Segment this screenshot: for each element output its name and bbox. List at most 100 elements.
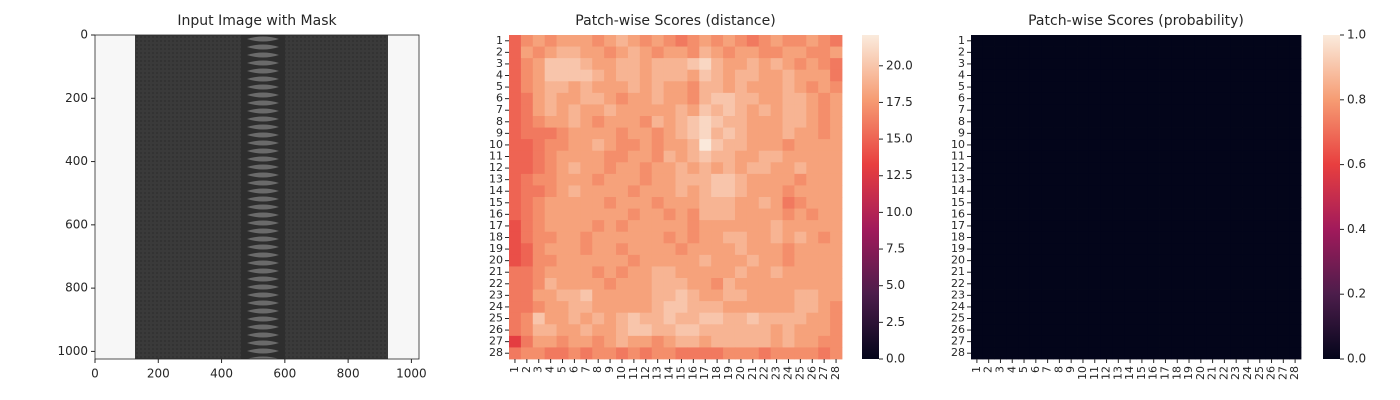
heatmap-cell xyxy=(1088,81,1102,94)
heatmap-cell xyxy=(723,69,736,82)
heatmap-cell xyxy=(663,35,676,47)
heatmap-cell xyxy=(1159,335,1172,348)
heatmap-cell xyxy=(1253,289,1267,302)
heatmap-cell xyxy=(1088,312,1102,325)
x-tick-label: 400 xyxy=(210,367,233,381)
heatmap-cell xyxy=(971,116,984,128)
heatmap-cell xyxy=(1242,46,1255,59)
heatmap-cell xyxy=(675,116,688,128)
heatmap-cell xyxy=(971,301,984,314)
heatmap-cell xyxy=(699,324,712,337)
x-tick-label: 19 xyxy=(1182,366,1195,380)
heatmap-cell xyxy=(627,301,641,314)
heatmap-cell xyxy=(1230,92,1243,105)
heatmap-cell xyxy=(1136,208,1149,221)
heatmap-cell xyxy=(971,208,984,221)
heatmap-cell xyxy=(509,35,522,47)
heatmap-cell xyxy=(1041,231,1054,244)
heatmap-cell xyxy=(758,92,772,105)
heatmap-cell xyxy=(1242,173,1255,186)
heatmap-cell xyxy=(1171,92,1184,105)
heatmap-cell xyxy=(746,35,760,47)
heatmap-cell xyxy=(1242,231,1255,244)
heatmap-cell xyxy=(532,208,546,221)
heatmap-cell xyxy=(639,243,653,256)
heatmap-cell xyxy=(782,35,795,47)
heatmap-cell xyxy=(758,278,772,290)
heatmap-cell xyxy=(1289,220,1302,233)
heatmap-cell xyxy=(651,104,665,117)
colorbar-tick-label: 5.0 xyxy=(886,278,905,292)
heatmap-cell xyxy=(1159,289,1172,302)
heatmap-cell xyxy=(971,197,984,209)
heatmap-cell xyxy=(699,104,712,117)
heatmap-cell xyxy=(699,139,712,152)
heatmap-cell xyxy=(711,150,724,163)
heatmap-cell xyxy=(1041,185,1054,198)
heatmap-cell xyxy=(687,347,700,360)
heatmap-cell xyxy=(1277,69,1290,82)
heatmap-cell xyxy=(1147,197,1160,209)
heatmap-cell xyxy=(699,243,712,256)
heatmap-cell xyxy=(509,116,522,128)
heatmap-cell xyxy=(782,254,795,267)
heatmap-cell xyxy=(1253,162,1267,175)
heatmap-cell xyxy=(830,58,843,71)
x-tick-label: 16 xyxy=(686,366,699,380)
heatmap-cell xyxy=(1230,173,1243,186)
colorbar-tick-label: 15.0 xyxy=(886,132,913,146)
y-tick-label: 1000 xyxy=(57,344,88,358)
heatmap-cell xyxy=(1147,46,1160,59)
heatmap-cell xyxy=(830,208,843,221)
heatmap-cell xyxy=(1171,46,1184,59)
heatmap-cell xyxy=(1147,254,1160,267)
heatmap-cell xyxy=(1088,301,1102,314)
heatmap-cell xyxy=(580,243,593,256)
heatmap-cell xyxy=(1041,139,1054,152)
heatmap-cell xyxy=(818,243,831,256)
heatmap-cell xyxy=(580,208,593,221)
heatmap-cell xyxy=(604,150,617,163)
heatmap-cell xyxy=(794,335,807,348)
heatmap-cell xyxy=(971,278,984,290)
heatmap-cell xyxy=(1171,243,1184,256)
heatmap-cell xyxy=(1088,92,1102,105)
heatmap-cell xyxy=(1100,197,1113,209)
y-tick-label: 12 xyxy=(951,161,965,174)
heatmap-cell xyxy=(1006,173,1019,186)
heatmap-cell xyxy=(1194,278,1208,290)
y-tick-label: 22 xyxy=(489,277,503,290)
heatmap-cell xyxy=(532,301,546,314)
heatmap-cell xyxy=(1242,347,1255,360)
y-tick-label: 16 xyxy=(489,207,503,220)
heatmap-cell xyxy=(592,58,605,71)
heatmap-cell xyxy=(651,92,665,105)
heatmap-cell xyxy=(971,92,984,105)
heatmap-cell xyxy=(1077,185,1090,198)
x-tick-label: 21 xyxy=(1206,366,1219,380)
heatmap-cell xyxy=(1029,289,1043,302)
heatmap-cell xyxy=(616,312,629,325)
heatmap-cell xyxy=(699,150,712,163)
heatmap-cell xyxy=(830,185,843,198)
heatmap-cell xyxy=(520,324,534,337)
heatmap-cell xyxy=(1230,335,1243,348)
heatmap-cell xyxy=(509,301,522,314)
heatmap-cell xyxy=(663,58,676,71)
heatmap-cell xyxy=(568,289,581,302)
heatmap-cell xyxy=(509,324,522,337)
heatmap-cell xyxy=(651,127,665,140)
heatmap-cell xyxy=(734,243,748,256)
heatmap-cell xyxy=(1289,162,1302,175)
heatmap-cell xyxy=(1289,92,1302,105)
heatmap-cell xyxy=(1253,104,1267,117)
heatmap-cell xyxy=(782,150,795,163)
heatmap-cell xyxy=(1265,312,1278,325)
heatmap-cell xyxy=(687,208,700,221)
heatmap-cell xyxy=(616,289,629,302)
heatmap-cell xyxy=(520,58,534,71)
heatmap-cell xyxy=(651,335,665,348)
heatmap-cell xyxy=(770,104,783,117)
heatmap-cell xyxy=(1124,220,1137,233)
heatmap-cell xyxy=(818,208,831,221)
